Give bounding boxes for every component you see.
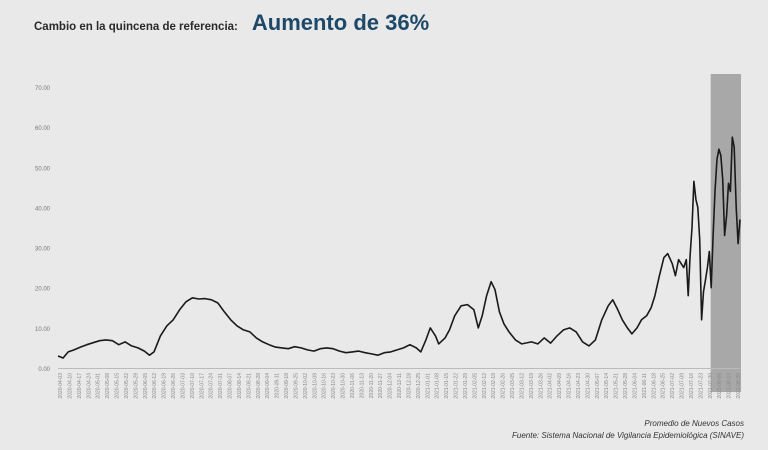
x-tick-label: 2020-10-09 bbox=[312, 373, 318, 399]
x-tick-label: 2020-05-22 bbox=[124, 373, 130, 399]
x-tick-label: 2020-06-12 bbox=[152, 373, 158, 399]
x-tick-label: 2021-07-23 bbox=[698, 373, 704, 399]
x-tick-label: 2020-06-19 bbox=[162, 373, 168, 399]
x-tick-label: 2021-07-02 bbox=[670, 373, 676, 399]
x-tick-label: 2020-08-28 bbox=[256, 373, 262, 399]
chart-footer: Promedio de Nuevos Casos Fuente: Sistema… bbox=[512, 418, 744, 442]
series-line bbox=[57, 136, 741, 359]
y-tick-label: 50.00 bbox=[35, 166, 51, 172]
y-tick-label: 0.00 bbox=[38, 367, 50, 373]
header-label: Cambio en la quincena de referencia: bbox=[34, 21, 238, 33]
y-tick-label: 70.00 bbox=[35, 86, 51, 92]
x-tick-label: 2020-07-03 bbox=[180, 373, 186, 399]
x-tick-label: 2021-01-22 bbox=[454, 373, 460, 399]
y-tick-label: 60.00 bbox=[35, 126, 51, 132]
x-tick-label: 2020-04-03 bbox=[58, 373, 64, 399]
x-tick-label: 2020-05-29 bbox=[133, 373, 139, 399]
x-tick-label: 2020-11-06 bbox=[350, 373, 356, 398]
x-tick-label: 2021-06-18 bbox=[651, 373, 657, 399]
chart-header: Cambio en la quincena de referencia: Aum… bbox=[34, 10, 429, 36]
x-tick-label: 2021-08-13 bbox=[727, 373, 733, 399]
x-tick-label: 2021-05-21 bbox=[614, 373, 620, 399]
x-tick-label: 2020-04-10 bbox=[67, 373, 73, 399]
x-tick-label: 2020-10-30 bbox=[341, 373, 347, 399]
x-tick-label: 2021-03-19 bbox=[529, 373, 535, 399]
x-tick-label: 2020-11-20 bbox=[369, 373, 375, 398]
x-tick-label: 2021-06-04 bbox=[632, 373, 638, 399]
x-tick-label: 2020-07-17 bbox=[199, 373, 205, 399]
x-tick-label: 2021-05-28 bbox=[623, 373, 629, 399]
x-tick-label: 2020-07-10 bbox=[190, 373, 196, 399]
x-tick-label: 2020-12-11 bbox=[397, 373, 403, 398]
x-tick-label: 2020-04-17 bbox=[77, 373, 83, 399]
x-tick-label: 2021-02-12 bbox=[482, 373, 488, 399]
x-tick-label: 2020-07-24 bbox=[209, 373, 215, 399]
x-tick-label: 2021-04-23 bbox=[576, 373, 582, 399]
x-tick-label: 2021-05-14 bbox=[604, 373, 610, 399]
series-label: Promedio de Nuevos Casos bbox=[644, 419, 744, 428]
x-tick-label: 2020-05-08 bbox=[105, 373, 111, 399]
x-tick-label: 2020-06-05 bbox=[143, 373, 149, 399]
y-tick-label: 10.00 bbox=[35, 327, 51, 333]
x-tick-label: 2021-04-16 bbox=[567, 373, 573, 399]
header-change-value: Aumento de 36% bbox=[251, 10, 430, 35]
x-tick-label: 2021-01-15 bbox=[444, 373, 450, 399]
x-tick-label: 2020-12-25 bbox=[416, 373, 422, 399]
axis-layer: 0.00 10.00 20.00 30.00 40.00 50.00 60.00 70.00 2… bbox=[35, 86, 742, 399]
x-tick-label: 2021-04-30 bbox=[585, 373, 591, 399]
y-tick-label: 20.00 bbox=[35, 287, 51, 293]
x-tick-label: 2020-08-21 bbox=[246, 373, 252, 399]
y-tick-label: 30.00 bbox=[35, 247, 51, 253]
line-layer bbox=[57, 136, 741, 359]
x-tick-label: 2020-10-23 bbox=[331, 373, 337, 399]
x-tick-label: 2021-02-05 bbox=[472, 373, 478, 399]
x-tick-label: 2020-12-18 bbox=[406, 373, 412, 399]
x-tick-label: 2020-09-04 bbox=[265, 373, 271, 399]
x-tick-label: 2020-11-27 bbox=[378, 373, 384, 398]
x-tick-label: 2020-10-02 bbox=[303, 373, 309, 399]
x-tick-label: 2020-09-25 bbox=[293, 373, 299, 399]
x-tick-label: 2020-07-31 bbox=[218, 373, 224, 399]
x-tick-label: 2021-06-25 bbox=[661, 373, 667, 399]
x-tick-label: 2020-10-16 bbox=[322, 373, 328, 399]
x-tick-label: 2020-05-01 bbox=[96, 373, 102, 399]
x-tick-label: 2021-02-19 bbox=[491, 373, 497, 399]
x-tick-label: 2021-01-01 bbox=[425, 373, 431, 399]
x-tick-label: 2021-03-05 bbox=[510, 373, 516, 399]
x-tick-label: 2021-02-26 bbox=[501, 373, 507, 399]
x-tick-label: 2021-07-16 bbox=[689, 373, 695, 399]
x-tick-label: 2020-05-15 bbox=[115, 373, 121, 399]
x-tick-label: 2021-01-08 bbox=[435, 373, 441, 399]
x-tick-label: 2021-01-29 bbox=[463, 373, 469, 399]
x-tick-label: 2020-12-04 bbox=[388, 373, 394, 399]
x-tick-label: 2021-04-02 bbox=[548, 373, 554, 399]
x-tick-label: 2021-05-07 bbox=[595, 373, 601, 399]
x-tick-label: 2021-07-30 bbox=[708, 373, 714, 399]
source-note: Fuente: Sistema Nacional de Vigilancia E… bbox=[512, 431, 744, 440]
x-tick-label: 2021-07-09 bbox=[680, 373, 686, 399]
x-tick-label: 2021-06-11 bbox=[642, 373, 648, 398]
x-tick-label: 2020-11-13 bbox=[359, 373, 365, 398]
highlight-band bbox=[710, 74, 741, 392]
y-tick-label: 40.00 bbox=[35, 206, 51, 212]
x-tick-label: 2020-08-07 bbox=[228, 373, 234, 399]
x-tick-label: 2021-08-20 bbox=[736, 373, 742, 399]
x-tick-label: 2020-04-24 bbox=[86, 373, 92, 399]
highlight-layer bbox=[710, 74, 741, 392]
x-tick-label: 2021-04-09 bbox=[557, 373, 563, 399]
x-tick-label: 2020-06-26 bbox=[171, 373, 177, 399]
x-tick-label: 2021-08-06 bbox=[717, 373, 723, 399]
x-tick-label: 2020-09-18 bbox=[284, 373, 290, 399]
x-tick-label: 2021-03-12 bbox=[519, 373, 525, 399]
x-tick-label: 2020-08-14 bbox=[237, 373, 243, 399]
x-tick-label: 2020-09-11 bbox=[275, 373, 281, 398]
x-tick-label: 2021-03-26 bbox=[538, 373, 544, 399]
